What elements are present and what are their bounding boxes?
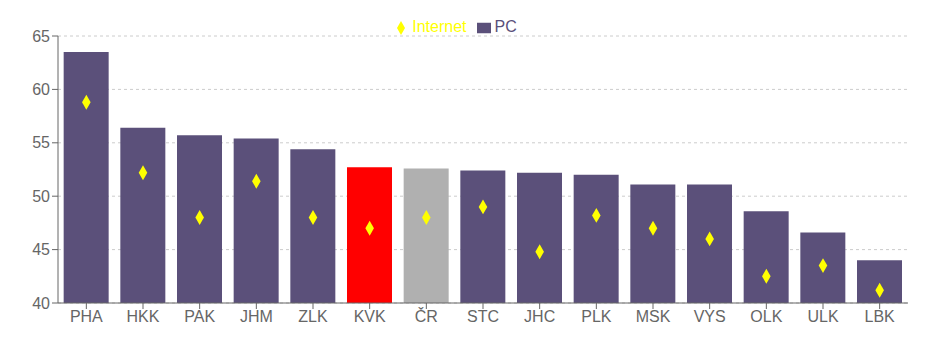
svg-text:55: 55	[32, 134, 50, 151]
svg-text:JHC: JHC	[524, 308, 555, 325]
svg-text:65: 65	[32, 28, 50, 45]
svg-text:PAK: PAK	[184, 308, 215, 325]
svg-text:ULK: ULK	[807, 308, 838, 325]
svg-text:MSK: MSK	[636, 308, 671, 325]
svg-text:50: 50	[32, 188, 50, 205]
svg-text:ZLK: ZLK	[298, 308, 328, 325]
svg-text:HKK: HKK	[127, 308, 160, 325]
html-text:PC: PC	[494, 18, 517, 35]
svg-text:40: 40	[32, 295, 50, 312]
svg-text:LBK: LBK	[865, 308, 896, 325]
svg-text:PLK: PLK	[581, 308, 612, 325]
svg-text:KVK: KVK	[354, 308, 386, 325]
svg-text:OLK: OLK	[750, 308, 782, 325]
html-text:Internet: Internet	[412, 18, 467, 35]
svg-text:ČR: ČR	[415, 307, 438, 325]
svg-text:STC: STC	[467, 308, 499, 325]
svg-text:45: 45	[32, 241, 50, 258]
svg-text:JHM: JHM	[240, 308, 273, 325]
svg-text:60: 60	[32, 81, 50, 98]
svg-text:VYS: VYS	[694, 308, 726, 325]
svg-text:PHA: PHA	[70, 308, 103, 325]
